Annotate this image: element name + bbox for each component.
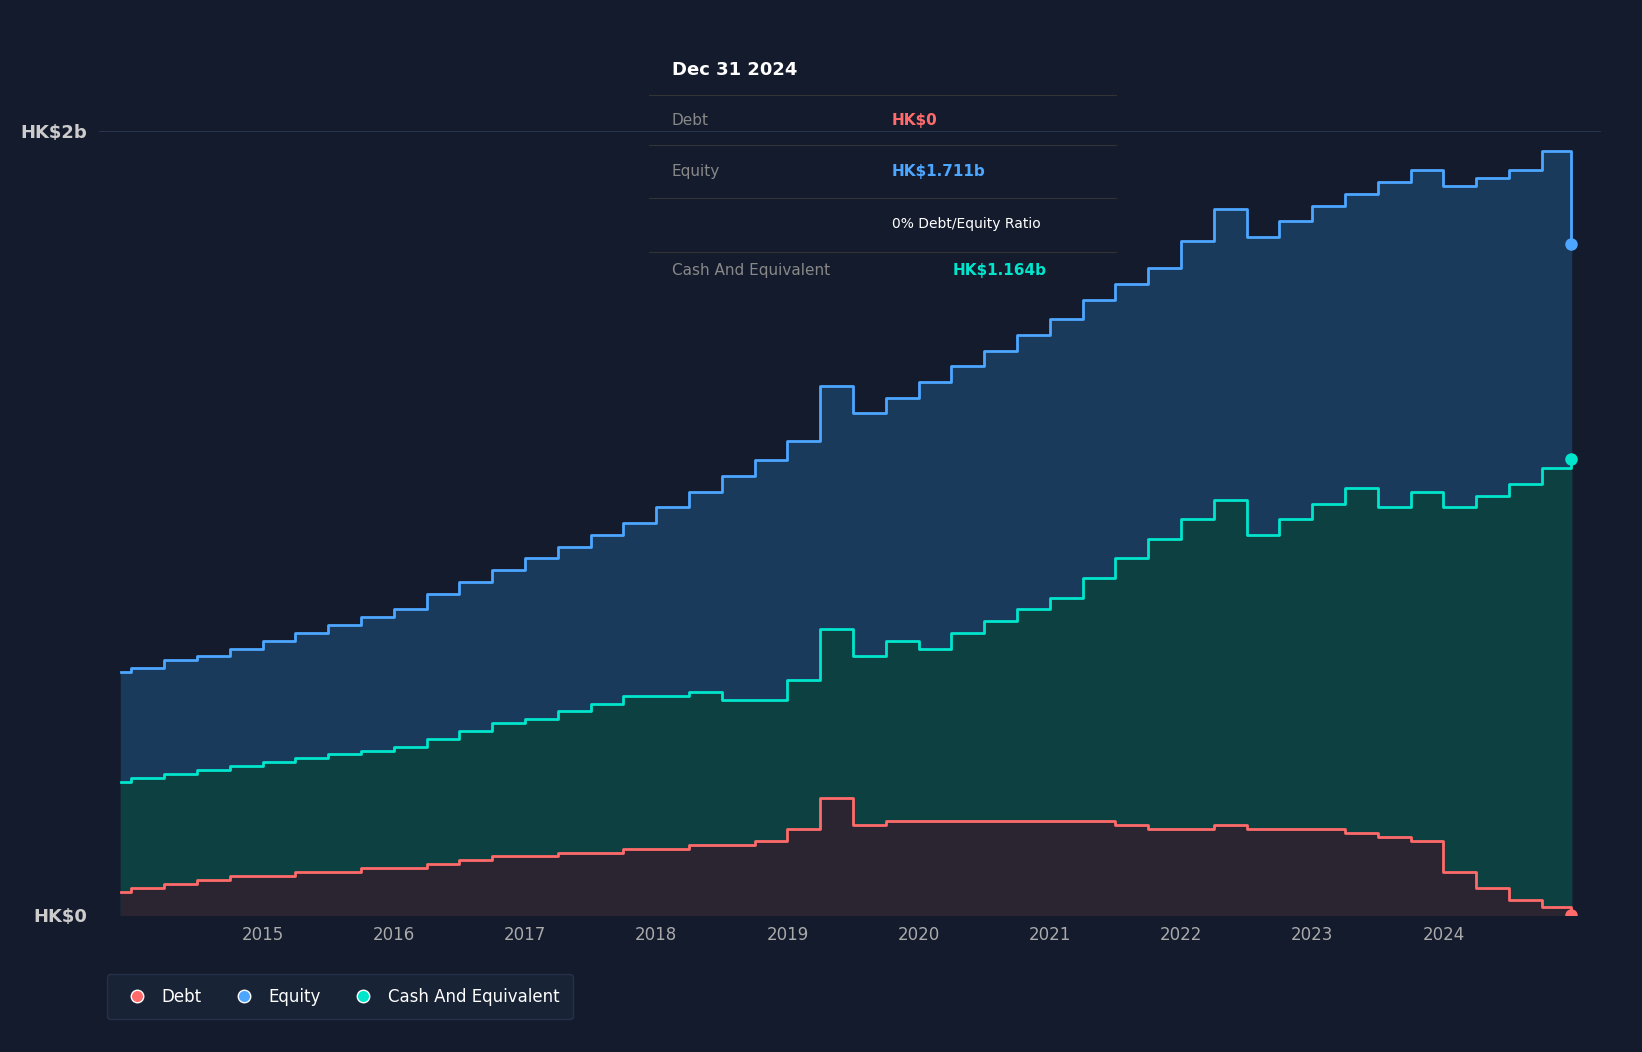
Text: Cash And Equivalent: Cash And Equivalent	[672, 263, 831, 278]
Text: Equity: Equity	[672, 163, 721, 179]
Legend: Debt, Equity, Cash And Equivalent: Debt, Equity, Cash And Equivalent	[107, 974, 573, 1019]
Text: Dec 31 2024: Dec 31 2024	[672, 61, 798, 80]
Text: HK$1.711b: HK$1.711b	[892, 163, 985, 179]
Text: HK$0: HK$0	[892, 113, 938, 127]
Text: HK$1.164b: HK$1.164b	[952, 263, 1046, 278]
Text: 0% Debt/Equity Ratio: 0% Debt/Equity Ratio	[892, 218, 1041, 231]
Text: Debt: Debt	[672, 113, 709, 127]
